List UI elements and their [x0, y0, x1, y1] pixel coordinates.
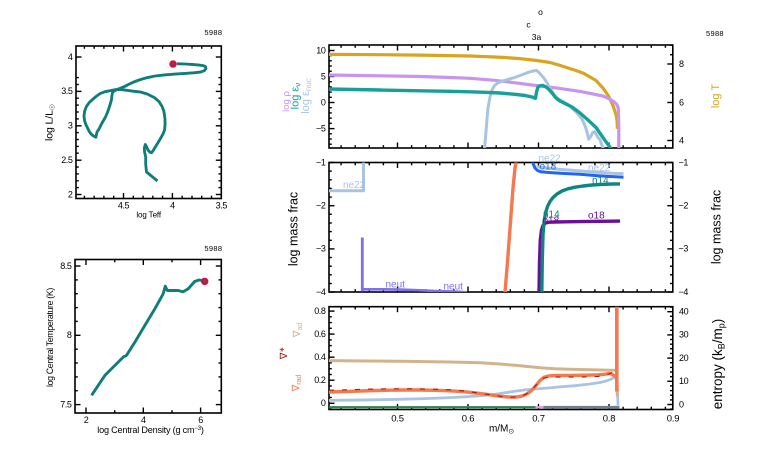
svg-text:−3: −3 — [679, 244, 689, 254]
svg-text:4.5: 4.5 — [118, 201, 130, 211]
svg-text:∇∗: ∇∗ — [279, 347, 290, 361]
svg-text:8: 8 — [679, 59, 684, 69]
svg-text:log εν: log εν — [290, 83, 303, 110]
svg-text:0.8: 0.8 — [314, 306, 326, 316]
svg-text:3a: 3a — [532, 32, 542, 42]
svg-text:3: 3 — [68, 121, 73, 131]
svg-text:log Teff: log Teff — [136, 211, 162, 220]
svg-text:ne22: ne22 — [588, 163, 611, 174]
svg-text:6: 6 — [679, 97, 684, 107]
svg-text:4: 4 — [679, 135, 684, 145]
svg-text:0.7: 0.7 — [532, 413, 545, 424]
svg-text:4: 4 — [170, 201, 175, 211]
svg-text:log ρ: log ρ — [281, 91, 292, 112]
svg-text:5988: 5988 — [204, 244, 222, 253]
svg-text:−4: −4 — [679, 287, 689, 297]
svg-text:−2: −2 — [679, 201, 689, 211]
svg-text:log Central Temperature (K): log Central Temperature (K) — [45, 288, 55, 387]
svg-text:−1: −1 — [316, 157, 326, 167]
svg-text:30: 30 — [679, 330, 689, 340]
svg-text:−5: −5 — [316, 123, 326, 133]
svg-text:o18: o18 — [540, 162, 557, 173]
svg-text:o18: o18 — [588, 211, 605, 222]
svg-text:log εnuc: log εnuc — [300, 78, 313, 114]
svg-text:40: 40 — [679, 307, 689, 317]
svg-text:log Central Density (g cm−3): log Central Density (g cm−3) — [97, 425, 204, 435]
svg-text:neut: neut — [444, 282, 464, 293]
svg-text:n14: n14 — [543, 210, 560, 221]
svg-text:neut: neut — [386, 280, 406, 291]
svg-text:0.8: 0.8 — [603, 413, 616, 424]
svg-text:5988: 5988 — [706, 29, 724, 38]
svg-text:8.5: 8.5 — [60, 261, 72, 271]
svg-text:2: 2 — [68, 189, 73, 199]
svg-text:7.5: 7.5 — [60, 399, 72, 409]
svg-text:−1: −1 — [679, 157, 689, 167]
svg-text:10: 10 — [316, 45, 326, 55]
svg-text:ne22: ne22 — [343, 180, 366, 191]
svg-text:3.5: 3.5 — [216, 201, 228, 211]
svg-text:0.4: 0.4 — [314, 352, 326, 362]
svg-text:log T: log T — [710, 84, 722, 109]
svg-text:8: 8 — [67, 330, 72, 340]
svg-text:log L/L☉: log L/L☉ — [44, 104, 57, 141]
svg-text:log mass frac: log mass frac — [287, 192, 301, 266]
svg-text:0.2: 0.2 — [314, 375, 326, 385]
svg-text:6: 6 — [198, 415, 203, 425]
svg-text:−3: −3 — [316, 244, 326, 254]
svg-text:0.9: 0.9 — [667, 413, 680, 424]
svg-text:2: 2 — [84, 415, 89, 425]
svg-text:−4: −4 — [316, 287, 326, 297]
svg-text:4: 4 — [141, 415, 146, 425]
svg-text:0: 0 — [321, 398, 326, 408]
svg-text:log mass frac: log mass frac — [710, 190, 724, 264]
svg-text:ne22: ne22 — [539, 154, 562, 165]
svg-text:0.6: 0.6 — [462, 413, 475, 424]
svg-text:o: o — [538, 7, 543, 17]
svg-text:m/M⊙: m/M⊙ — [489, 423, 514, 435]
svg-text:0.5: 0.5 — [391, 413, 404, 424]
svg-text:5: 5 — [321, 71, 326, 81]
svg-text:20: 20 — [679, 353, 689, 363]
svg-text:0.6: 0.6 — [314, 329, 326, 339]
svg-text:o18: o18 — [543, 216, 560, 227]
svg-text:2.5: 2.5 — [61, 155, 73, 165]
svg-text:0: 0 — [679, 399, 684, 409]
svg-text:−2: −2 — [316, 201, 326, 211]
svg-text:3.5: 3.5 — [61, 86, 73, 96]
svg-text:entropy (kB/mp): entropy (kB/mp) — [710, 319, 727, 410]
svg-text:n14: n14 — [592, 176, 609, 187]
svg-text:5988: 5988 — [204, 28, 222, 37]
svg-text:4: 4 — [68, 52, 73, 62]
svg-text:0: 0 — [321, 97, 326, 107]
svg-text:c: c — [526, 20, 531, 30]
svg-text:10: 10 — [679, 376, 689, 386]
